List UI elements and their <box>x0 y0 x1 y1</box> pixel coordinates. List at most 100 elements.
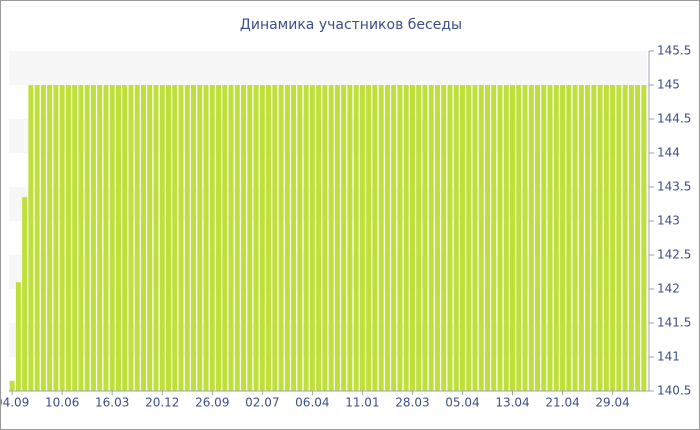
bar <box>366 85 372 391</box>
bar <box>65 85 71 391</box>
bar <box>172 85 178 391</box>
plot-band <box>9 119 647 153</box>
bar <box>278 85 284 391</box>
bar <box>103 85 109 391</box>
bar <box>328 85 334 391</box>
bar <box>566 85 572 391</box>
bar <box>585 85 591 391</box>
bar <box>384 85 390 391</box>
plot-band <box>9 187 647 221</box>
x-tick-label: 20.12 <box>145 396 179 410</box>
y-tick-label: 143.5 <box>657 180 691 194</box>
x-tick-label: 21.04 <box>545 396 579 410</box>
bar <box>216 85 222 391</box>
bar <box>53 85 59 391</box>
bar <box>347 85 353 391</box>
bar <box>203 85 209 391</box>
bar <box>178 85 184 391</box>
bar <box>159 85 165 391</box>
bar <box>378 85 384 391</box>
bar <box>47 85 53 391</box>
x-tick-label: 29.04 <box>595 396 629 410</box>
bar <box>416 85 422 391</box>
bar <box>115 85 121 391</box>
y-tick-label: 144 <box>657 146 680 160</box>
bar <box>22 197 28 391</box>
y-tick-label: 141.5 <box>657 316 691 330</box>
bar <box>153 85 159 391</box>
bar <box>578 85 584 391</box>
y-tick-label: 145 <box>657 78 680 92</box>
bar <box>134 85 140 391</box>
bar <box>291 85 297 391</box>
bar <box>472 85 478 391</box>
bar <box>272 85 278 391</box>
bar <box>191 85 197 391</box>
bar <box>397 85 403 391</box>
bar <box>459 85 465 391</box>
bar <box>422 85 428 391</box>
x-tick-label: 02.07 <box>245 396 279 410</box>
bar <box>510 85 516 391</box>
bar <box>140 85 146 391</box>
y-tick-label: 140.5 <box>657 384 691 398</box>
bar <box>353 85 359 391</box>
bar <box>541 85 547 391</box>
bar <box>597 85 603 391</box>
y-tick-label: 145.5 <box>657 44 691 58</box>
bar <box>9 380 15 391</box>
bar <box>434 85 440 391</box>
bar <box>84 85 90 391</box>
bar <box>403 85 409 391</box>
bar <box>40 85 46 391</box>
bar <box>516 85 522 391</box>
bar <box>447 85 453 391</box>
x-tick-label: 10.06 <box>45 396 79 410</box>
bar <box>484 85 491 391</box>
bar <box>622 85 628 391</box>
bar <box>303 85 309 391</box>
bar <box>628 85 634 391</box>
bar <box>59 85 65 391</box>
x-tick-label: 05.04 <box>445 396 479 410</box>
bar <box>409 85 415 391</box>
bar <box>610 85 616 391</box>
bar <box>466 85 472 391</box>
bar <box>341 85 347 391</box>
bar <box>603 85 609 391</box>
bar <box>453 85 459 391</box>
bar <box>428 85 434 391</box>
bar <box>316 85 322 391</box>
bar <box>528 85 534 391</box>
bar <box>322 85 328 391</box>
bar <box>209 85 215 391</box>
bar <box>34 85 40 391</box>
bar <box>241 85 247 391</box>
bar <box>441 85 447 391</box>
bar <box>90 85 96 391</box>
x-tick-label: 16.03 <box>95 396 129 410</box>
bar <box>635 85 641 391</box>
bar <box>309 85 315 391</box>
bar <box>334 85 340 391</box>
x-tick-label: 28.03 <box>395 396 429 410</box>
bar <box>641 85 647 391</box>
bar <box>184 85 190 391</box>
bar <box>247 85 253 391</box>
bar <box>372 85 378 391</box>
bar <box>234 85 240 391</box>
plot-band <box>9 323 647 357</box>
bar <box>284 85 290 391</box>
x-tick-label: 11.01 <box>345 396 379 410</box>
y-tick-label: 141 <box>657 350 680 364</box>
bar <box>553 85 559 391</box>
bar <box>228 85 234 391</box>
plot-band <box>9 51 647 85</box>
bar <box>297 85 303 391</box>
bar <box>147 85 153 391</box>
bar <box>491 85 497 391</box>
bar <box>359 85 365 391</box>
bar <box>478 85 484 391</box>
